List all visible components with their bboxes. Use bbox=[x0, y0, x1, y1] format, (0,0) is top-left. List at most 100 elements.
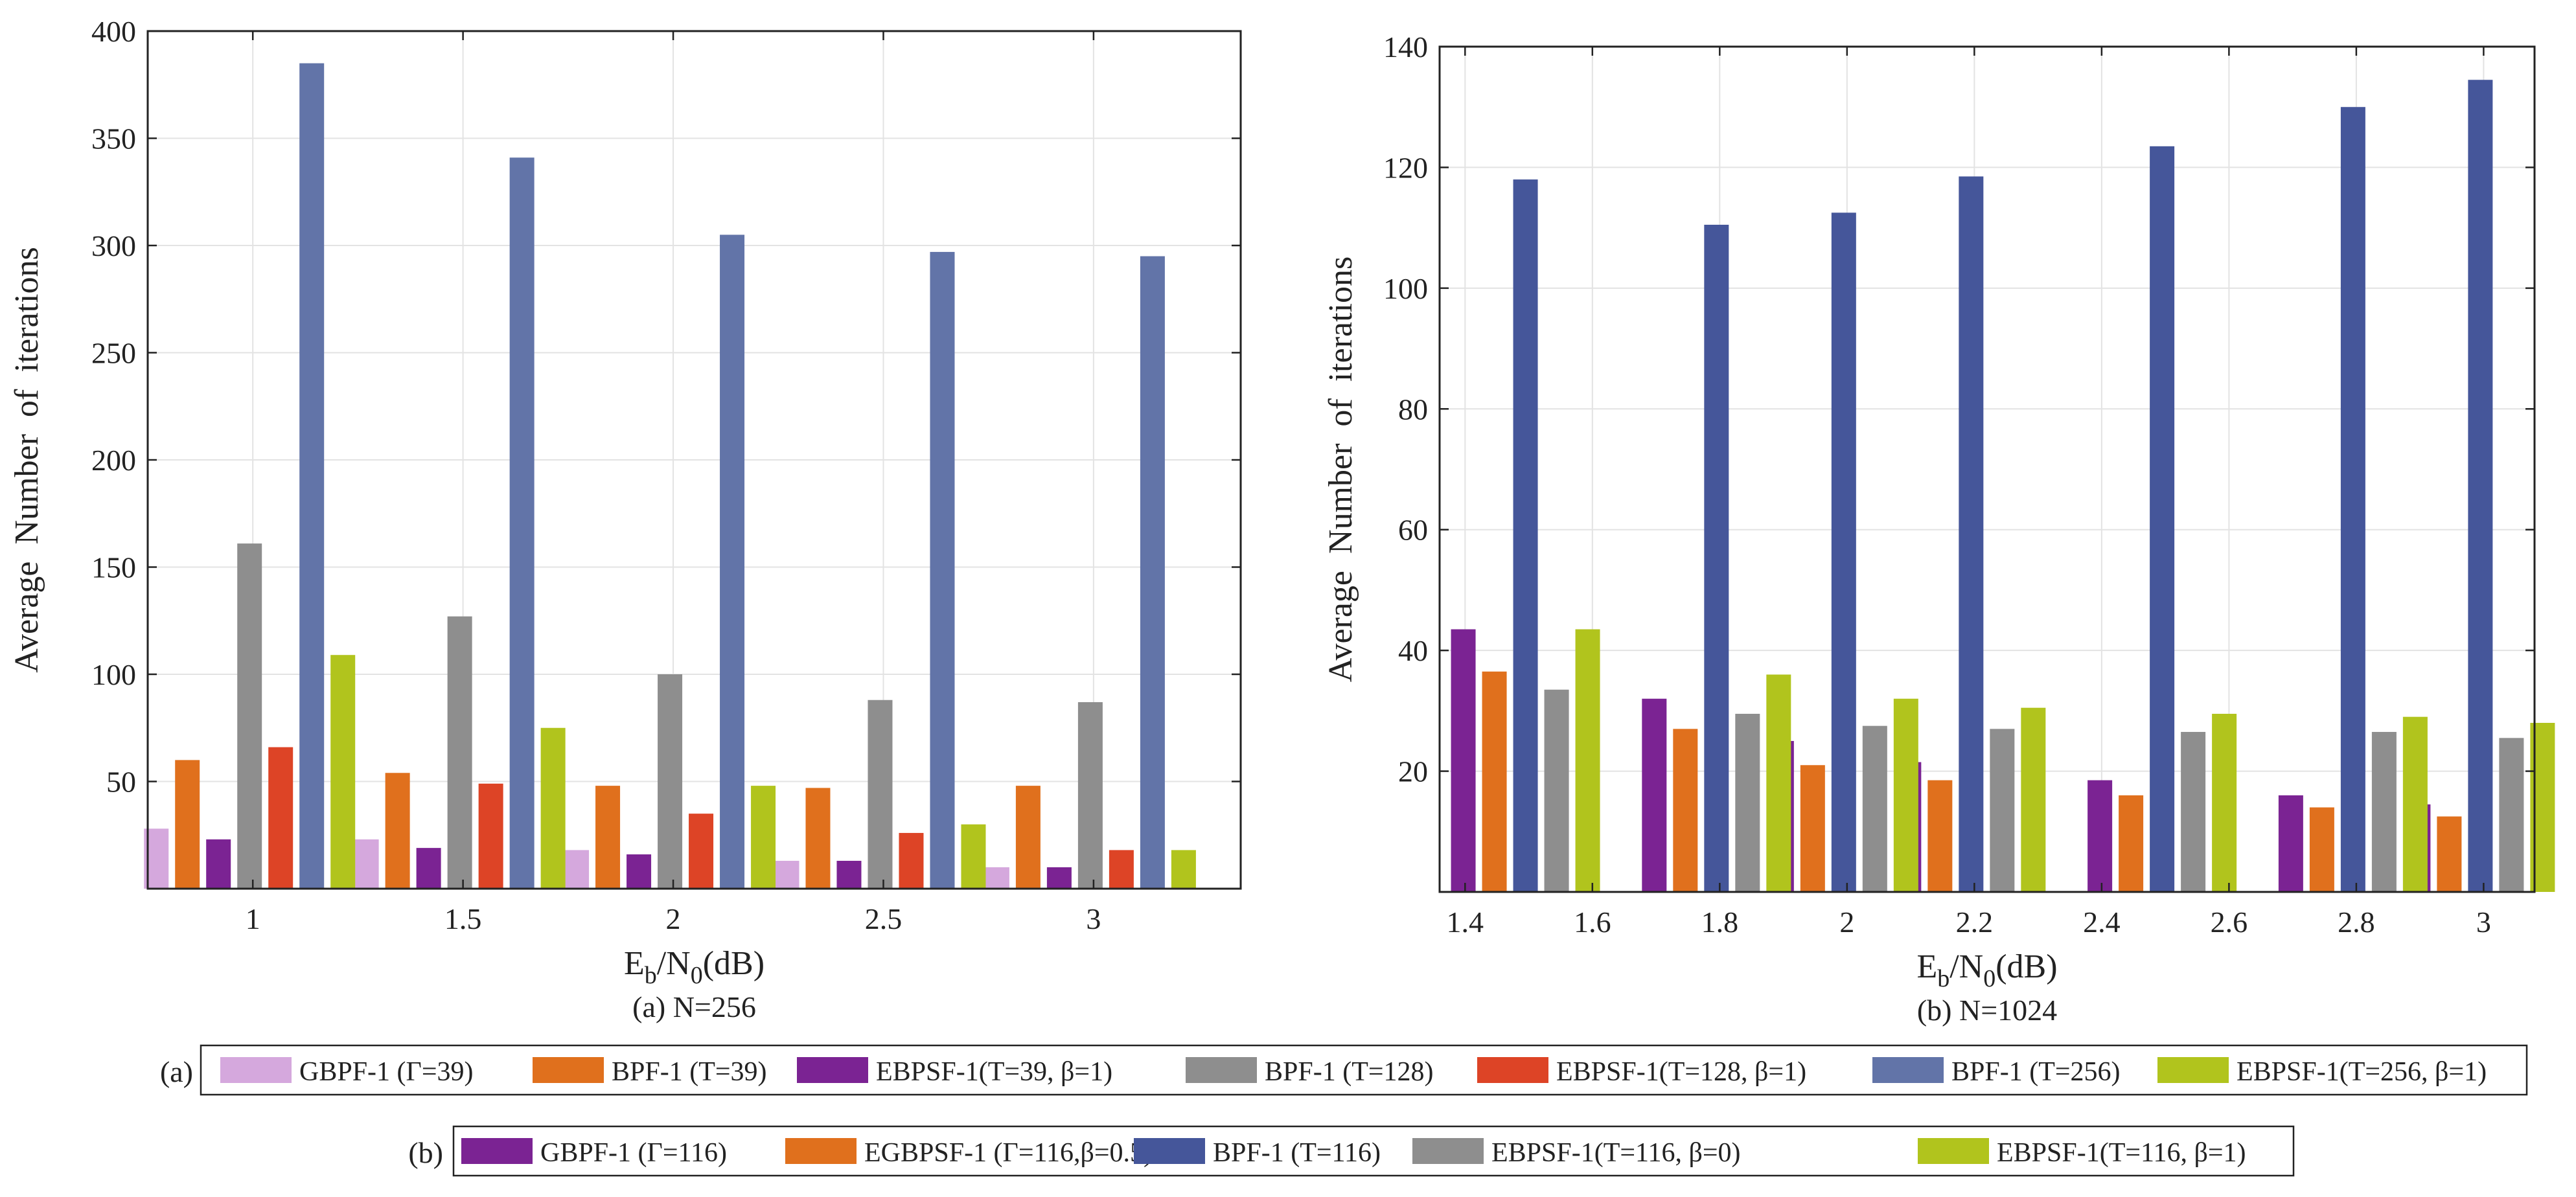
bar-ebpsf-1-t-116-1--1.8 bbox=[1766, 674, 1791, 892]
bar-ebpsf-1-t-256-1--1 bbox=[330, 655, 356, 889]
bar-ebpsf-1-t-116-1--1.5 bbox=[1575, 629, 1600, 892]
legend-swatch bbox=[1872, 1057, 1944, 1083]
bar-egbpsf-1-116-0-5--1.5 bbox=[1482, 671, 1507, 892]
y-tick-label: 400 bbox=[91, 15, 136, 48]
x-tick-label: 3 bbox=[2476, 906, 2491, 939]
legend-swatch bbox=[220, 1057, 292, 1083]
y-tick-label: 140 bbox=[1383, 30, 1428, 63]
legend-label: GBPF-1 (Γ=116) bbox=[540, 1138, 727, 1168]
bar-ebpsf-1-t-256-1--2 bbox=[751, 786, 776, 889]
x-axis-label: Eb/N0(dB) bbox=[1916, 948, 2057, 992]
bar-ebpsf-1-t-116-1--2.8 bbox=[2402, 716, 2428, 892]
legend-label: GBPF-1 (Γ=39) bbox=[299, 1057, 474, 1087]
y-tick-label: 100 bbox=[91, 658, 136, 691]
bar-ebpsf-1-t-256-1--3 bbox=[1171, 850, 1196, 889]
bar-ebpsf-1-t-116-0--1.5 bbox=[1544, 689, 1569, 892]
x-tick-label: 1.8 bbox=[1701, 906, 1739, 939]
legend-label: EBPSF-1(T=256, β=1) bbox=[2237, 1057, 2487, 1087]
bar-ebpsf-1-t-256-1--1.5 bbox=[540, 727, 566, 889]
y-tick-label: 60 bbox=[1398, 514, 1428, 547]
x-tick-label: 1.4 bbox=[1447, 906, 1484, 939]
bar-bpf-1-t-128--1 bbox=[237, 543, 262, 889]
bar-ebpsf-1-t-128-1--1 bbox=[268, 747, 293, 889]
bar-gbpf-1-39--2.5 bbox=[774, 860, 799, 889]
x-tick-label: 2 bbox=[666, 902, 681, 935]
chart-b-n1024: 20 40 60 80 100 120 140 1.4 1.6 1.8 2 2.2 2.4 2.6 2.8 3… bbox=[1322, 30, 2555, 1027]
y-axis-label: Average Number of iterations bbox=[8, 247, 45, 672]
legend-a: (a) GBPF-1 (Γ=39) BPF-1 (T=39) EBPSF-1(T=39… bbox=[160, 1044, 2528, 1096]
bar-bpf-1-t-256--2.5 bbox=[930, 251, 955, 889]
x-tick-label: 2 bbox=[1839, 906, 1854, 939]
bar-ebpsf-1-t-39-1--2.5 bbox=[836, 860, 862, 889]
bar-bpf-1-t-128--2 bbox=[658, 674, 683, 889]
bar-bpf-1-t-116--1.8 bbox=[1704, 224, 1729, 892]
bar-gbpf-1-116--1.5 bbox=[1451, 629, 1476, 892]
bar-ebpsf-1-t-128-1--1.5 bbox=[478, 783, 503, 889]
legend-swatch bbox=[1477, 1057, 1548, 1083]
legend-label: EBPSF-1(T=128, β=1) bbox=[1556, 1057, 1806, 1087]
legend-label: EBPSF-1(T=116, β=0) bbox=[1491, 1138, 1741, 1168]
legend-label: EBPSF-1(T=116, β=1) bbox=[1997, 1138, 2246, 1168]
bar-ebpsf-1-t-116-0--2.8 bbox=[2371, 731, 2397, 892]
legend-swatch bbox=[1186, 1057, 1257, 1083]
bar-bpf-1-t-116--3 bbox=[2468, 80, 2493, 893]
x-tick-label: 2.5 bbox=[865, 902, 903, 935]
bar-ebpsf-1-t-116-0--1.8 bbox=[1735, 714, 1760, 892]
bar-ebpsf-1-t-116-0--2.5 bbox=[2181, 731, 2206, 892]
legend-label: BPF-1 (T=256) bbox=[1951, 1057, 2121, 1087]
legend-swatch bbox=[461, 1138, 533, 1164]
bar-ebpsf-1-t-39-1--2 bbox=[627, 854, 652, 889]
bar-egbpsf-1-116-0-5--2.8 bbox=[2309, 807, 2334, 892]
chart-caption: (a) N=256 bbox=[632, 990, 756, 1023]
legend-b: (b) GBPF-1 (Γ=116) EGBPSF-1 (Γ=116,β=0.5) B… bbox=[408, 1125, 2295, 1177]
x-tick-label: 1.6 bbox=[1574, 906, 1611, 939]
x-tick-label: 2.2 bbox=[1956, 906, 1994, 939]
bar-egbpsf-1-116-0-5--2 bbox=[1800, 765, 1825, 892]
bar-bpf-1-t-39--1.5 bbox=[385, 773, 410, 889]
bar-ebpsf-1-t-39-1--3 bbox=[1046, 867, 1072, 889]
bar-bpf-1-t-256--1.5 bbox=[509, 157, 535, 889]
bar-ebpsf-1-t-116-1--2 bbox=[1893, 698, 1918, 892]
y-tick-label: 300 bbox=[91, 229, 136, 262]
y-tick-label: 100 bbox=[1383, 272, 1428, 305]
bar-bpf-1-t-128--2.5 bbox=[868, 700, 893, 889]
y-tick-label: 50 bbox=[106, 766, 136, 799]
y-tick-label: 200 bbox=[91, 444, 136, 477]
bar-egbpsf-1-116-0-5--1.8 bbox=[1673, 729, 1698, 892]
chart-caption: (b) N=1024 bbox=[1917, 994, 2057, 1027]
legend-swatch bbox=[1412, 1138, 1484, 1164]
bar-ebpsf-1-t-116-0--3 bbox=[2499, 738, 2524, 892]
bar-bpf-1-t-256--3 bbox=[1140, 256, 1165, 889]
bar-bpf-1-t-39--2.5 bbox=[805, 788, 831, 889]
legend-swatch bbox=[2157, 1057, 2229, 1083]
bar-ebpsf-1-t-116-0--2 bbox=[1862, 725, 1887, 892]
bar-bpf-1-t-39--2 bbox=[595, 786, 621, 889]
bar-bpf-1-t-256--1 bbox=[299, 63, 325, 889]
bar-ebpsf-1-t-128-1--2.5 bbox=[899, 832, 924, 889]
bar-bpf-1-t-116--2 bbox=[1831, 212, 1856, 892]
bar-bpf-1-t-128--3 bbox=[1077, 702, 1103, 889]
bar-gbpf-1-116--2.5 bbox=[2087, 780, 2113, 892]
bar-bpf-1-t-39--3 bbox=[1015, 786, 1041, 889]
legend-swatch bbox=[1918, 1138, 1989, 1164]
legend-label: EBPSF-1(T=39, β=1) bbox=[876, 1057, 1112, 1087]
bar-bpf-1-t-116--2.8 bbox=[2340, 107, 2365, 893]
bar-bpf-1-t-256--2 bbox=[720, 234, 745, 889]
bar-bpf-1-t-116--1.5 bbox=[1513, 179, 1538, 893]
x-tick-label: 1.5 bbox=[444, 902, 482, 935]
x-tick-label: 2.8 bbox=[2338, 906, 2375, 939]
legend-tag: (b) bbox=[408, 1136, 443, 1169]
legend-swatch bbox=[785, 1138, 857, 1164]
bar-bpf-1-t-128--1.5 bbox=[447, 616, 472, 889]
x-axis-label: Eb/N0(dB) bbox=[624, 945, 765, 989]
x-tick-label: 3 bbox=[1086, 902, 1101, 935]
bar-ebpsf-1-t-256-1--2.5 bbox=[961, 824, 986, 889]
legend-label: EGBPSF-1 (Γ=116,β=0.5) bbox=[864, 1138, 1153, 1168]
bar-gbpf-1-39--3 bbox=[984, 867, 1009, 889]
bar-ebpsf-1-t-116-0--2.2 bbox=[1990, 729, 2015, 892]
y-tick-label: 350 bbox=[91, 122, 136, 155]
bar-ebpsf-1-t-128-1--3 bbox=[1109, 850, 1134, 889]
chart-a-n256: 50 100 150 200 250 300 350 400 1 1.5 2 2.5 3 Average … bbox=[8, 15, 1242, 1023]
bar-ebpsf-1-t-128-1--2 bbox=[689, 814, 714, 889]
bar-bpf-1-t-116--2.5 bbox=[2150, 146, 2175, 892]
